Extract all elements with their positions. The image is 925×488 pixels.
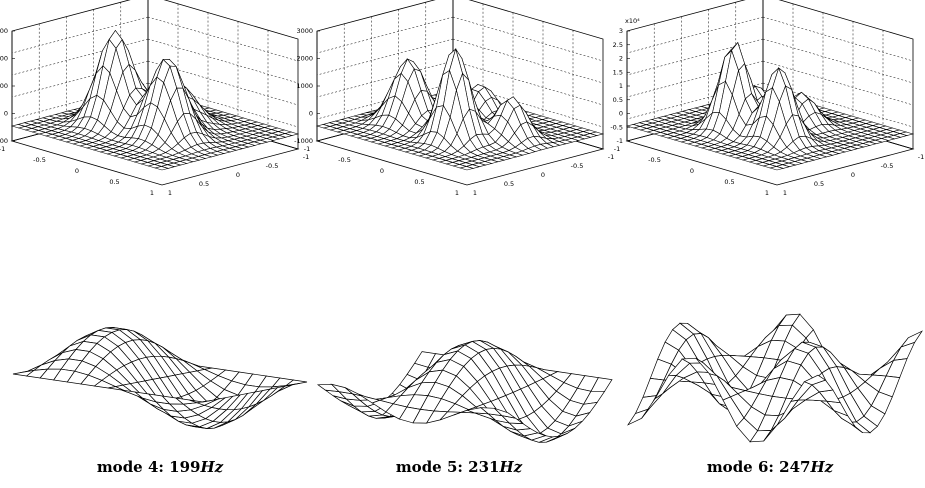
caption-mode-4: mode 4: 199Hz: [10, 458, 310, 476]
z-tick-label: 1000: [296, 82, 313, 90]
xy-tick-label: -1: [303, 153, 309, 161]
mesh-cell: [803, 374, 827, 386]
gridline: [316, 38, 454, 76]
xy-tick-label: 1: [473, 189, 477, 197]
xy-tick-label: 1: [150, 189, 154, 197]
gridline: [762, 16, 914, 62]
caption-mode-label: mode 6:: [706, 458, 774, 476]
mode-6-spectrum-plot: 3 2.5 2 1.5 1 0.5 0 -0.5 -1 x10⁴ -1 -0.5 0 0.5 1 -1 -0.5…: [610, 0, 924, 197]
z-tick-label: 2000: [296, 55, 313, 63]
z-tick-label: 2.5: [613, 41, 623, 49]
mesh-cell: [494, 407, 516, 419]
xy-tick-label: 0: [75, 167, 79, 175]
caption-mode-6: mode 6: 247Hz: [620, 458, 920, 476]
gridline: [626, 60, 764, 98]
spectrum-surface: [315, 47, 605, 171]
xy-tick-label: -0.5: [266, 162, 279, 170]
gridline: [316, 60, 454, 98]
z-tick-label: 0: [309, 110, 313, 118]
z-exponent-label: x10⁴: [625, 17, 640, 25]
z-tick-label: 0: [4, 110, 8, 118]
z-tick-label: 0: [619, 110, 623, 118]
xy-tick-label: 0.5: [504, 180, 514, 188]
xy-tick-label: 0: [380, 167, 384, 175]
z-tick-label: 2000: [0, 55, 8, 63]
xy-tick-label: 0.5: [414, 178, 424, 186]
gridline: [11, 38, 149, 76]
gridline: [11, 60, 149, 98]
xy-tick-label: -0.5: [33, 156, 46, 164]
z-tick-label: 3000: [0, 27, 8, 35]
spectrum-surface: [10, 29, 300, 171]
xy-tick-label: -1: [918, 153, 924, 161]
caption-frequency: 199: [169, 458, 201, 476]
xy-tick-label: 1: [455, 189, 459, 197]
gridline: [147, 16, 299, 62]
z-tick-label: 3000: [296, 27, 313, 35]
gridline: [316, 16, 454, 54]
xy-tick-label: 0.5: [724, 178, 734, 186]
xy-tick-label: -0.5: [571, 162, 584, 170]
xy-tick-label: -1: [608, 153, 614, 161]
caption-mode-label: mode 5:: [395, 458, 463, 476]
mesh-cell: [189, 399, 211, 404]
z-tick-label: 2: [619, 55, 623, 63]
xy-tick-label: 1: [765, 189, 769, 197]
gridline: [11, 16, 149, 54]
spectrum-surface: [625, 41, 915, 171]
xy-tick-label: -0.5: [338, 156, 351, 164]
mesh-cell: [154, 166, 170, 171]
xy-tick-label: 0: [690, 167, 694, 175]
gridline: [452, 38, 604, 84]
gridline: [11, 82, 149, 120]
xy-tick-label: -1: [614, 145, 620, 153]
z-tick-label: -0.5: [610, 123, 623, 131]
caption-frequency: 231: [468, 458, 500, 476]
z-tick-label: 3: [619, 27, 623, 35]
z-tick-label: -1000: [294, 137, 313, 145]
caption-unit: Hz: [200, 458, 224, 476]
z-tick-label: -1: [617, 137, 623, 145]
gridline: [452, 16, 604, 62]
xy-tick-label: 0: [851, 171, 855, 179]
xy-tick-label: 1: [168, 189, 172, 197]
xy-tick-label: 0: [236, 171, 240, 179]
xy-tick-label: -1: [0, 145, 5, 153]
mesh-cell: [769, 166, 785, 171]
xy-tick-label: 1: [783, 189, 787, 197]
caption-mode-label: mode 4:: [96, 458, 164, 476]
caption-unit: Hz: [499, 458, 523, 476]
xy-tick-label: -1: [304, 145, 310, 153]
xy-tick-label: 0: [541, 171, 545, 179]
z-tick-label: 1000: [0, 82, 8, 90]
xy-tick-label: 0.5: [199, 180, 209, 188]
caption-mode-5: mode 5: 231Hz: [309, 458, 609, 476]
caption-unit: Hz: [810, 458, 834, 476]
xy-tick-label: -0.5: [881, 162, 894, 170]
xy-tick-label: -0.5: [648, 156, 661, 164]
z-tick-label: 1: [619, 82, 623, 90]
xy-tick-label: 0.5: [109, 178, 119, 186]
gridline: [626, 82, 764, 120]
xy-tick-label: 0.5: [814, 180, 824, 188]
z-tick-label: 1.5: [613, 68, 623, 76]
gridline: [316, 82, 454, 120]
mesh-cell: [459, 166, 475, 171]
mode-4-shape-mesh: [12, 327, 308, 429]
z-tick-label: -1000: [0, 137, 8, 145]
gridline: [626, 38, 764, 76]
gridline: [626, 16, 764, 54]
caption-frequency: 247: [779, 458, 811, 476]
z-tick-label: 0.5: [613, 96, 623, 104]
mode-5-shape-mesh: [316, 340, 613, 443]
mode-6-shape-mesh: [627, 313, 923, 443]
